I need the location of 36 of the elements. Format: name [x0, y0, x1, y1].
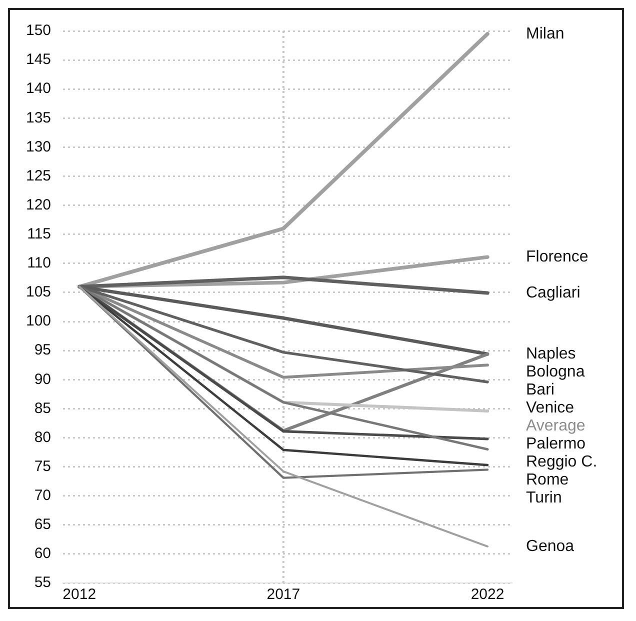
y-tick-label: 85 — [34, 400, 52, 417]
text: Bari — [526, 381, 554, 398]
y-tick-label: 90 — [34, 370, 52, 388]
x-tick-label: 2012 — [62, 586, 96, 604]
text: Cagliari — [526, 284, 580, 302]
y-tick-label: 145 — [26, 51, 52, 68]
y-tick-label: 80 — [34, 428, 52, 446]
y-tick-label: 135 — [26, 109, 52, 126]
y-tick-label: 130 — [26, 138, 52, 156]
y-tick-label: 70 — [34, 486, 52, 504]
y-tick-label: 65 — [34, 516, 52, 534]
y-tick-label: 150 — [26, 22, 52, 40]
y-tick-label: 125 — [26, 167, 52, 184]
y-tick-label: 60 — [34, 545, 52, 562]
text: Venice — [526, 399, 574, 416]
text: Turin — [526, 489, 562, 506]
y-tick-label: 115 — [27, 226, 52, 243]
y-tick-label: 75 — [34, 458, 52, 475]
text: Milan — [526, 25, 564, 42]
x-tick-label: 2017 — [266, 586, 300, 604]
y-tick-label: 110 — [27, 254, 52, 272]
y-tick-label: 95 — [34, 342, 52, 359]
y-tick-label: 120 — [26, 196, 52, 214]
text: Average — [526, 417, 586, 434]
text: Bologna — [526, 363, 585, 380]
text: Florence — [526, 248, 588, 266]
y-tick-label: 55 — [34, 574, 52, 592]
text: Genoa — [526, 538, 574, 555]
y-tick-label: 140 — [26, 80, 52, 98]
text: Reggio C. — [526, 453, 598, 470]
y-tick-label: 100 — [26, 312, 52, 330]
text: Palermo — [526, 435, 586, 452]
text: Rome — [526, 471, 569, 488]
text: Naples — [526, 345, 576, 362]
x-tick-label: 2022 — [470, 586, 504, 604]
y-tick-label: 105 — [26, 284, 52, 301]
